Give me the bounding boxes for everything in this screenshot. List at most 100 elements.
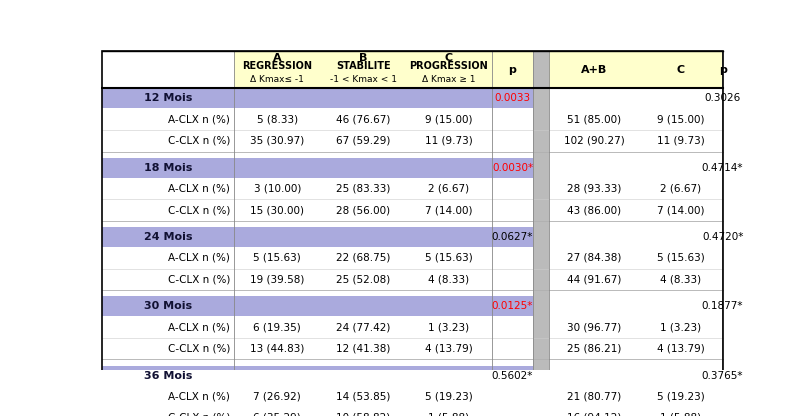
Text: 0.5602*: 0.5602* — [492, 371, 533, 381]
Text: 5 (19.23): 5 (19.23) — [657, 391, 704, 401]
Text: 0.0033: 0.0033 — [494, 94, 530, 104]
Text: 25 (86.21): 25 (86.21) — [567, 344, 621, 354]
Text: 44 (91.67): 44 (91.67) — [567, 275, 621, 285]
Text: 19 (39.58): 19 (39.58) — [250, 275, 304, 285]
Text: 0.4720*: 0.4720* — [702, 232, 743, 242]
Text: 15 (30.00): 15 (30.00) — [250, 205, 304, 215]
Text: 67 (59.29): 67 (59.29) — [336, 136, 390, 146]
Text: C: C — [677, 65, 685, 75]
Text: 0.4714*: 0.4714* — [702, 163, 743, 173]
Text: 36 Mois: 36 Mois — [144, 371, 192, 381]
Text: 14 (53.85): 14 (53.85) — [336, 391, 390, 401]
Text: 7 (14.00): 7 (14.00) — [657, 205, 704, 215]
Text: 6 (35.29): 6 (35.29) — [254, 413, 301, 416]
Text: A-CLX n (%): A-CLX n (%) — [168, 322, 230, 332]
Text: 46 (76.67): 46 (76.67) — [336, 114, 390, 124]
Text: 11 (9.73): 11 (9.73) — [425, 136, 473, 146]
Text: 43 (86.00): 43 (86.00) — [567, 205, 621, 215]
Text: 7 (26.92): 7 (26.92) — [254, 391, 301, 401]
Text: 5 (8.33): 5 (8.33) — [257, 114, 298, 124]
Text: 35 (30.97): 35 (30.97) — [250, 136, 304, 146]
Text: A-CLX n (%): A-CLX n (%) — [168, 391, 230, 401]
Text: -1 < Kmax < 1: -1 < Kmax < 1 — [330, 75, 397, 84]
Text: 1 (3.23): 1 (3.23) — [660, 322, 701, 332]
Text: A+B: A+B — [580, 65, 607, 75]
Text: p: p — [719, 65, 726, 75]
Bar — [102, 89, 533, 109]
Text: A-CLX n (%): A-CLX n (%) — [168, 114, 230, 124]
Text: 25 (83.33): 25 (83.33) — [336, 183, 390, 193]
Text: 22 (68.75): 22 (68.75) — [336, 253, 390, 263]
Text: C-CLX n (%): C-CLX n (%) — [167, 136, 230, 146]
Text: 1 (5.88): 1 (5.88) — [428, 413, 469, 416]
Text: 51 (85.00): 51 (85.00) — [567, 114, 621, 124]
Text: 28 (93.33): 28 (93.33) — [567, 183, 621, 193]
Text: p: p — [509, 65, 517, 75]
Text: 7 (14.00): 7 (14.00) — [425, 205, 473, 215]
Text: 0.1877*: 0.1877* — [702, 301, 743, 311]
Text: 4 (13.79): 4 (13.79) — [657, 344, 704, 354]
Text: STABILITE: STABILITE — [336, 61, 390, 71]
Bar — [533, 52, 548, 416]
Text: 3 (10.00): 3 (10.00) — [254, 183, 301, 193]
Text: 24 (77.42): 24 (77.42) — [336, 322, 390, 332]
Text: 16 (94.12): 16 (94.12) — [567, 413, 621, 416]
Text: 18 Mois: 18 Mois — [144, 163, 192, 173]
Bar — [102, 366, 533, 386]
Text: 1 (3.23): 1 (3.23) — [428, 322, 469, 332]
Text: Δ Kmax≤ -1: Δ Kmax≤ -1 — [250, 75, 304, 84]
Text: 9 (15.00): 9 (15.00) — [425, 114, 473, 124]
Text: 5 (15.63): 5 (15.63) — [657, 253, 704, 263]
Bar — [234, 52, 722, 89]
Text: C-CLX n (%): C-CLX n (%) — [167, 275, 230, 285]
Text: 0.3026: 0.3026 — [704, 94, 741, 104]
Text: 0.0030*: 0.0030* — [492, 163, 533, 173]
Text: PROGRESSION: PROGRESSION — [410, 61, 489, 71]
Text: 5 (15.63): 5 (15.63) — [254, 253, 301, 263]
Text: 5 (15.63): 5 (15.63) — [425, 253, 473, 263]
Text: 10 (58.82): 10 (58.82) — [336, 413, 390, 416]
Text: C-CLX n (%): C-CLX n (%) — [167, 205, 230, 215]
Text: 4 (8.33): 4 (8.33) — [660, 275, 701, 285]
Text: A-CLX n (%): A-CLX n (%) — [168, 183, 230, 193]
Text: 24 Mois: 24 Mois — [144, 232, 192, 242]
Text: C: C — [445, 52, 453, 63]
Text: 0.0627*: 0.0627* — [492, 232, 533, 242]
Text: 2 (6.67): 2 (6.67) — [428, 183, 469, 193]
Bar — [548, 158, 722, 178]
Bar — [102, 158, 533, 178]
Text: 27 (84.38): 27 (84.38) — [567, 253, 621, 263]
Text: 2 (6.67): 2 (6.67) — [660, 183, 701, 193]
Bar — [548, 89, 722, 109]
Text: 21 (80.77): 21 (80.77) — [567, 391, 621, 401]
Text: A: A — [273, 52, 282, 63]
Text: REGRESSION: REGRESSION — [242, 61, 312, 71]
Text: 11 (9.73): 11 (9.73) — [657, 136, 704, 146]
Text: A-CLX n (%): A-CLX n (%) — [168, 253, 230, 263]
Text: 9 (15.00): 9 (15.00) — [657, 114, 704, 124]
Bar — [102, 227, 533, 247]
Bar — [548, 227, 722, 247]
Bar — [102, 296, 533, 316]
Text: C-CLX n (%): C-CLX n (%) — [167, 344, 230, 354]
Text: 30 Mois: 30 Mois — [144, 301, 192, 311]
Text: 102 (90.27): 102 (90.27) — [564, 136, 625, 146]
Text: C-CLX n (%): C-CLX n (%) — [167, 413, 230, 416]
Text: 0.3765*: 0.3765* — [702, 371, 743, 381]
Text: 25 (52.08): 25 (52.08) — [336, 275, 390, 285]
Bar — [548, 296, 722, 316]
Text: 30 (96.77): 30 (96.77) — [567, 322, 621, 332]
Text: 12 Mois: 12 Mois — [144, 94, 192, 104]
Text: 13 (44.83): 13 (44.83) — [250, 344, 304, 354]
Bar — [548, 366, 722, 386]
Text: 0.0125*: 0.0125* — [492, 301, 533, 311]
Text: 12 (41.38): 12 (41.38) — [336, 344, 390, 354]
Text: Δ Kmax ≥ 1: Δ Kmax ≥ 1 — [423, 75, 476, 84]
Text: 4 (13.79): 4 (13.79) — [425, 344, 473, 354]
Text: 28 (56.00): 28 (56.00) — [336, 205, 390, 215]
Text: 1 (5.88): 1 (5.88) — [660, 413, 701, 416]
Text: 6 (19.35): 6 (19.35) — [254, 322, 301, 332]
Text: B: B — [359, 52, 368, 63]
Text: 4 (8.33): 4 (8.33) — [428, 275, 469, 285]
Bar — [548, 52, 722, 89]
